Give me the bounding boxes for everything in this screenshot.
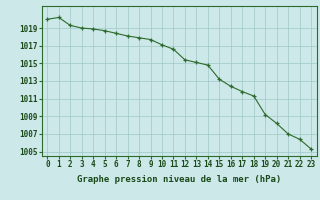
X-axis label: Graphe pression niveau de la mer (hPa): Graphe pression niveau de la mer (hPa) — [77, 175, 281, 184]
